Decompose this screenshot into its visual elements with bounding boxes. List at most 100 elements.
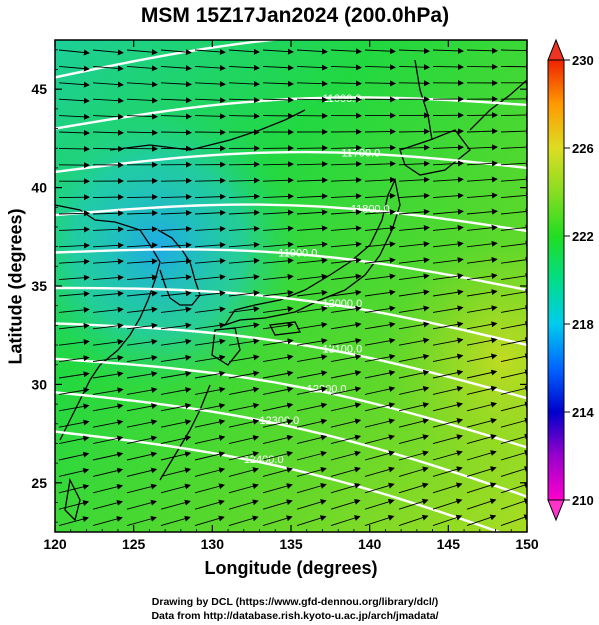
wind-arrow [58,258,90,265]
wind-arrow [364,370,396,379]
wind-arrow [194,306,226,313]
wind-arrow [466,289,498,297]
wind-arrow [228,435,260,445]
wind-arrow [92,387,124,395]
wind-arrow [432,385,464,395]
wind-arrow [466,498,497,510]
wind-arrow [364,482,395,494]
wind-arrow [432,337,464,346]
wind-arrow [92,290,124,297]
wind-arrow [364,64,396,71]
wind-arrow [126,354,158,363]
wind-arrow [126,322,158,330]
wind-vectors [58,47,527,527]
wind-arrow [126,210,158,217]
coast-manchuria [109,109,306,151]
wind-arrow [228,161,260,168]
wind-arrow [330,193,362,200]
colorbar-top-arrow [547,38,565,61]
wind-arrow [194,225,226,232]
wind-arrow [228,241,260,248]
wind-arrow [92,467,124,477]
wind-arrow [398,385,430,395]
wind-arrow [194,241,226,248]
wind-arrow [194,97,226,104]
wind-arrow [296,209,328,216]
wind-arrow [398,418,430,428]
y-axis-label: Latitude (degrees) [5,208,26,365]
wind-arrow [500,272,527,281]
wind-arrow [296,515,327,527]
wind-arrow [432,160,464,167]
y-axis-ticks: 25 30 35 40 45 [31,49,527,523]
wind-arrow [126,467,158,477]
wind-arrow [398,321,430,330]
contour-line [55,357,527,449]
wind-arrow [194,515,225,527]
wind-arrow [160,403,192,412]
x-tick-label: 135 [279,536,303,552]
wind-arrow [58,129,90,136]
wind-arrow [194,322,226,330]
y-tick-label: 45 [31,81,47,97]
wind-arrow [160,258,192,265]
wind-arrow [500,401,527,412]
wind-arrow [330,48,362,55]
wind-arrow [330,225,362,232]
wind-arrow [194,402,226,412]
wind-arrow [228,418,260,428]
wind-arrow [228,64,260,71]
wind-arrow [296,161,328,168]
wind-arrow [364,225,396,232]
wind-arrow [364,386,396,395]
wind-arrow [262,338,294,346]
wind-arrow [432,257,464,264]
wind-arrow [466,47,498,54]
wind-arrow [58,403,90,412]
wind-arrow [262,450,294,461]
wind-arrow [228,322,260,330]
wind-arrow [262,96,294,103]
wind-arrow [194,258,226,265]
wind-arrow [228,274,260,281]
footer-credit-data: Data from http://database.rish.kyoto-u.a… [151,610,439,622]
contour-line [55,40,284,79]
wind-arrow [262,193,294,200]
wind-arrow [92,322,124,330]
wind-arrow [398,482,429,494]
wind-arrow [228,338,260,346]
wind-arrow [296,402,328,412]
wind-arrow [432,144,464,151]
wind-arrow [126,499,157,510]
wind-arrow [194,274,226,281]
wind-arrow [160,483,191,494]
x-tick-label: 125 [122,536,146,552]
wind-arrow [500,176,527,183]
wind-arrow [228,451,260,461]
contour-label: 11600.0 [322,93,361,105]
wind-arrow [228,177,260,184]
wind-arrow [466,417,497,428]
wind-arrow [500,47,527,54]
wind-arrow [364,241,396,248]
wind-arrow [398,257,430,264]
wind-arrow [466,482,497,494]
wind-arrow [92,65,124,72]
wind-arrow [500,288,527,297]
wind-arrow [262,467,293,477]
wind-arrow [466,256,498,264]
wind-arrow [262,289,294,297]
wind-arrow [160,49,192,56]
wind-arrow [466,305,498,313]
wind-arrow [330,482,361,494]
wind-arrow [364,176,396,183]
coast-korea-china [55,204,161,441]
wind-arrow [296,322,328,330]
wind-arrow [432,305,464,313]
wind-arrow [92,242,124,249]
wind-arrow [500,450,527,461]
wind-arrow [228,483,259,494]
wind-arrow [194,386,226,395]
wind-arrow [262,306,294,313]
wind-arrow [194,451,226,461]
